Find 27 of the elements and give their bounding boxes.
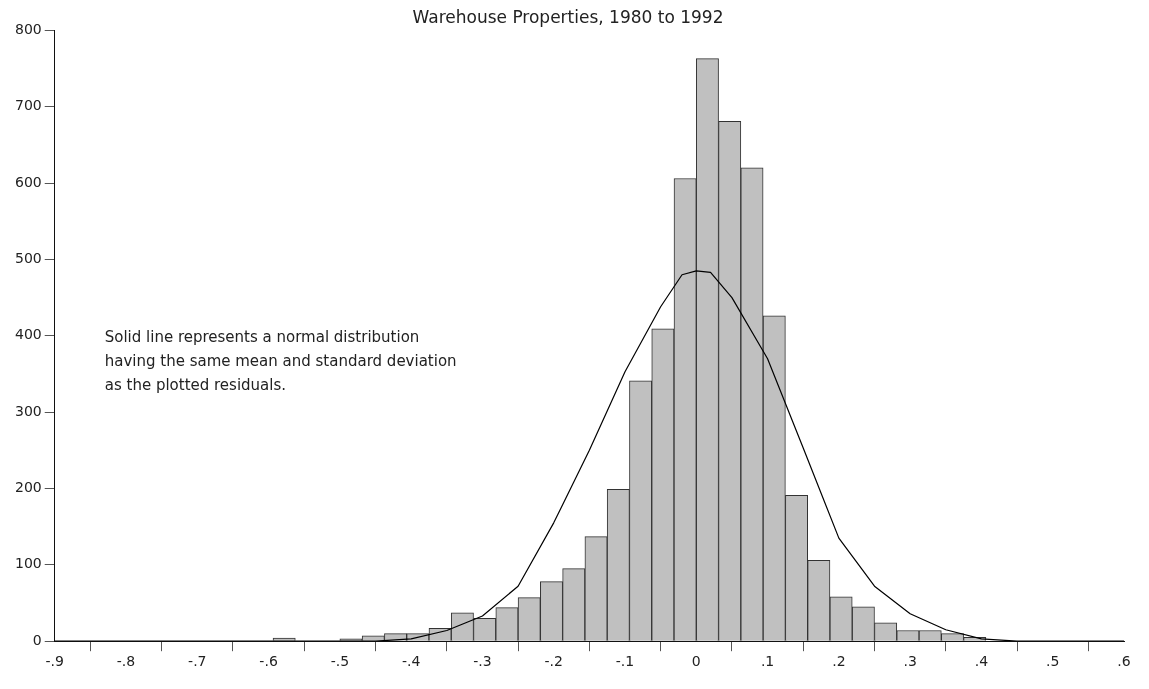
x-tick-label: -.6 <box>259 653 278 670</box>
y-tick-label: 500 <box>14 250 42 267</box>
chart-title: Warehouse Properties, 1980 to 1992 <box>412 6 724 27</box>
x-tick-label: .4 <box>974 653 989 670</box>
annotation: Solid line represents a normal distribution having the same mean and standard deviation as the plotted residuals. <box>104 327 457 394</box>
x-tick-label: -.9 <box>45 653 64 670</box>
x-tick-label: -.8 <box>116 653 136 670</box>
x-tick-label: .5 <box>1046 653 1060 670</box>
x-tick-label: -.2 <box>544 653 563 670</box>
x-tick-label: -.5 <box>330 653 350 670</box>
y-tick-label: 600 <box>14 173 42 190</box>
x-tick-label: -.7 <box>188 653 207 670</box>
x-tick-label: .3 <box>903 653 917 670</box>
x-tick-label: -.1 <box>615 653 635 670</box>
y-tick-label: 800 <box>14 21 42 38</box>
x-tick-label: -.3 <box>473 653 492 670</box>
x-tick-label: .6 <box>1117 653 1131 670</box>
x-tick-label: 0 <box>691 653 701 670</box>
y-tick-label: 100 <box>14 555 42 572</box>
y-tick-label: 200 <box>14 479 42 496</box>
x-tick-label: .2 <box>832 653 846 670</box>
y-tick-label: 300 <box>14 402 42 419</box>
y-tick-label: 700 <box>14 97 42 114</box>
x-tick-label: .1 <box>760 653 775 670</box>
x-tick-label: -.4 <box>401 653 421 670</box>
y-tick-label: 400 <box>14 326 42 343</box>
y-tick-label: 0 <box>32 631 42 648</box>
